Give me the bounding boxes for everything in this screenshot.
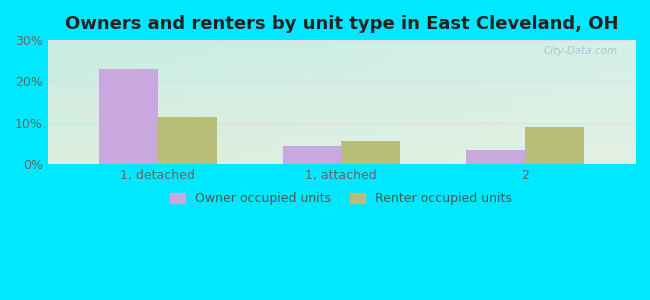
Bar [99,69,158,164]
Bar [466,150,525,164]
Legend: Owner occupied units, Renter occupied units: Owner occupied units, Renter occupied un… [166,187,517,210]
Bar [158,117,216,164]
Bar [341,142,400,164]
Bar [525,127,584,164]
Bar [283,146,341,164]
Text: City-Data.com: City-Data.com [543,46,618,56]
Title: Owners and renters by unit type in East Cleveland, OH: Owners and renters by unit type in East … [64,15,618,33]
